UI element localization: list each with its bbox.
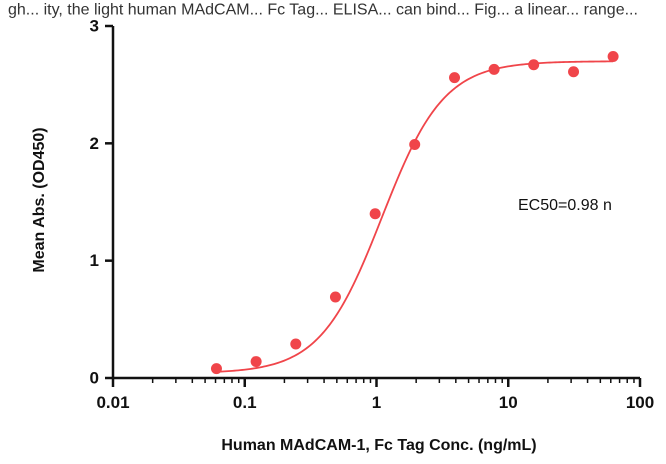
data-point bbox=[250, 356, 262, 368]
y-tick-label: 0 bbox=[90, 369, 99, 388]
y-ticks: 0 1 2 3 bbox=[90, 17, 113, 388]
y-tick-label: 1 bbox=[90, 251, 99, 270]
x-tick-label: 0.1 bbox=[233, 393, 257, 412]
data-point bbox=[369, 208, 381, 220]
y-axis-title: Mean Abs. (OD450) bbox=[31, 127, 48, 272]
x-ticks: 0.01 0.1 1 10 100 bbox=[96, 378, 654, 412]
data-point bbox=[409, 139, 421, 151]
data-point bbox=[607, 51, 619, 63]
y-tick-label: 2 bbox=[90, 134, 99, 153]
x-axis: 0.01 0.1 1 10 100 bbox=[96, 376, 654, 412]
header-text: gh... ity, the light human MAdCAM... Fc … bbox=[8, 1, 638, 18]
y-tick-label: 3 bbox=[90, 17, 99, 36]
data-points bbox=[210, 51, 619, 375]
x-tick-label: 10 bbox=[499, 393, 518, 412]
data-point bbox=[528, 59, 540, 71]
data-point bbox=[290, 338, 302, 350]
data-point bbox=[568, 66, 580, 78]
y-axis: 0 1 2 3 bbox=[90, 17, 115, 388]
ec50-annotation: EC50=0.98 n bbox=[518, 197, 612, 214]
fit-curve bbox=[216, 60, 614, 373]
x-tick-label: 1 bbox=[372, 393, 381, 412]
data-point bbox=[488, 63, 500, 75]
data-point bbox=[449, 72, 461, 84]
x-tick-label: 0.01 bbox=[96, 393, 129, 412]
data-point bbox=[329, 291, 341, 303]
x-tick-label: 100 bbox=[626, 393, 654, 412]
data-point bbox=[210, 363, 222, 375]
x-axis-title: Human MAdCAM-1, Fc Tag Conc. (ng/mL) bbox=[221, 437, 536, 454]
